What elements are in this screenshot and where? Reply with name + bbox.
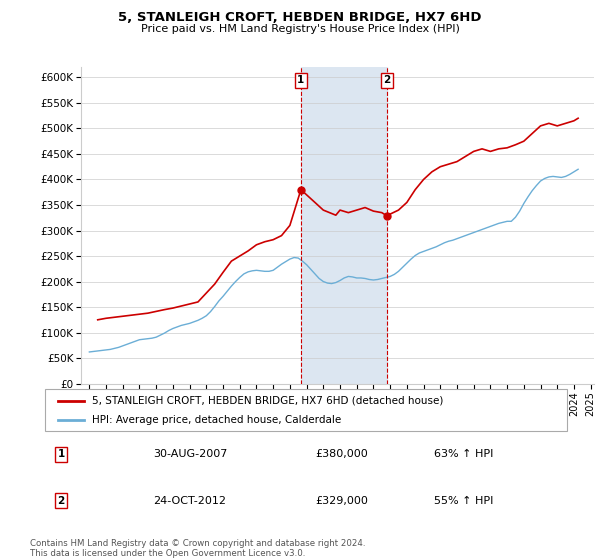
Text: HPI: Average price, detached house, Calderdale: HPI: Average price, detached house, Cald… [92,415,341,425]
Text: 55% ↑ HPI: 55% ↑ HPI [434,496,493,506]
Text: 5, STANLEIGH CROFT, HEBDEN BRIDGE, HX7 6HD (detached house): 5, STANLEIGH CROFT, HEBDEN BRIDGE, HX7 6… [92,395,443,405]
Text: 2: 2 [58,496,65,506]
Bar [301,67,387,384]
Text: 5, STANLEIGH CROFT, HEBDEN BRIDGE, HX7 6HD: 5, STANLEIGH CROFT, HEBDEN BRIDGE, HX7 6… [118,11,482,24]
Text: 24-OCT-2012: 24-OCT-2012 [153,496,226,506]
Text: Contains HM Land Registry data © Crown copyright and database right 2024.: Contains HM Land Registry data © Crown c… [30,539,365,548]
Text: £329,000: £329,000 [315,496,368,506]
Text: 1: 1 [297,75,305,85]
Text: 63% ↑ HPI: 63% ↑ HPI [434,449,493,459]
Text: £380,000: £380,000 [315,449,368,459]
Text: Price paid vs. HM Land Registry's House Price Index (HPI): Price paid vs. HM Land Registry's House … [140,24,460,34]
Text: 30-AUG-2007: 30-AUG-2007 [153,449,227,459]
Text: This data is licensed under the Open Government Licence v3.0.: This data is licensed under the Open Gov… [30,549,305,558]
Text: 2: 2 [383,75,391,85]
Text: 1: 1 [58,449,65,459]
